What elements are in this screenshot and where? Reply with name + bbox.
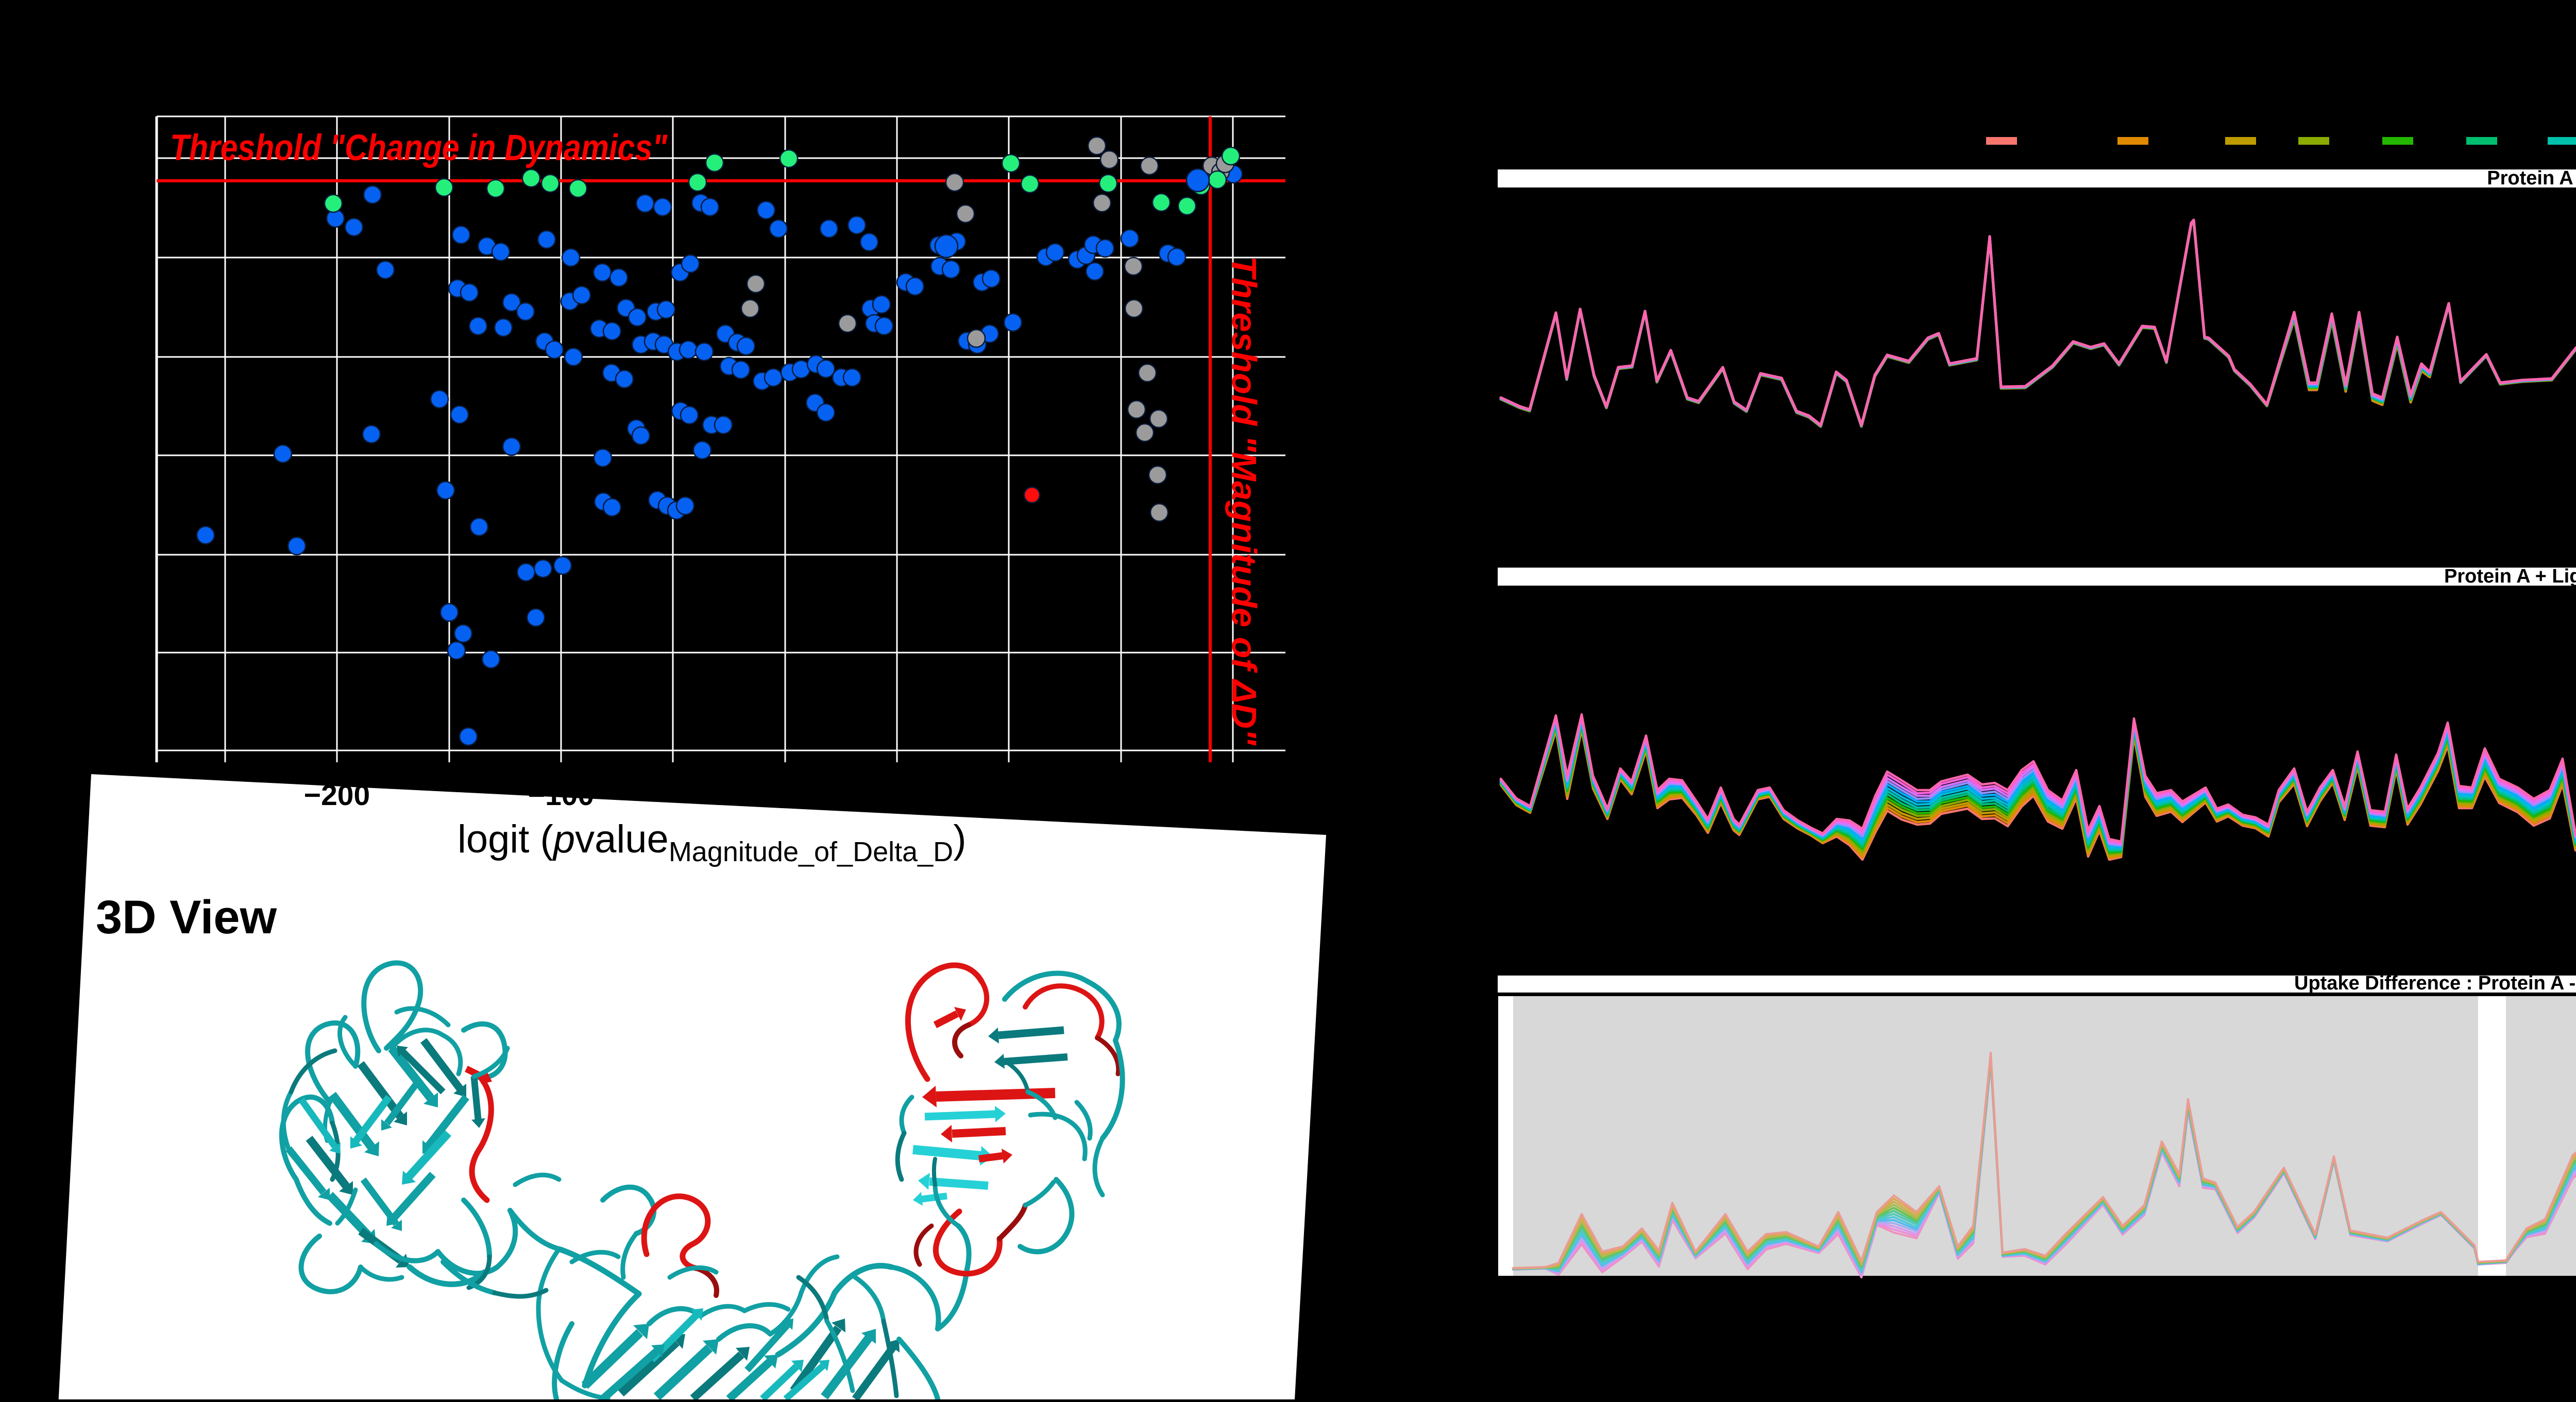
- svg-text:Uptake Difference : Protein A: Uptake Difference : Protein A - (Protein…: [2294, 972, 2576, 994]
- svg-text:3D View: 3D View: [96, 891, 277, 944]
- svg-text:Protein A: Protein A: [2487, 167, 2573, 189]
- svg-text:−200: −200: [304, 779, 370, 812]
- svg-text:Protein A + Ligand: Protein A + Ligand: [2444, 566, 2576, 587]
- svg-text:−100: −100: [528, 779, 594, 812]
- svg-text:Threshold "Change in Dynamics": Threshold "Change in Dynamics": [170, 128, 668, 168]
- svg-text:Threshold "Magnitude of ΔD": Threshold "Magnitude of ΔD": [1225, 256, 1263, 746]
